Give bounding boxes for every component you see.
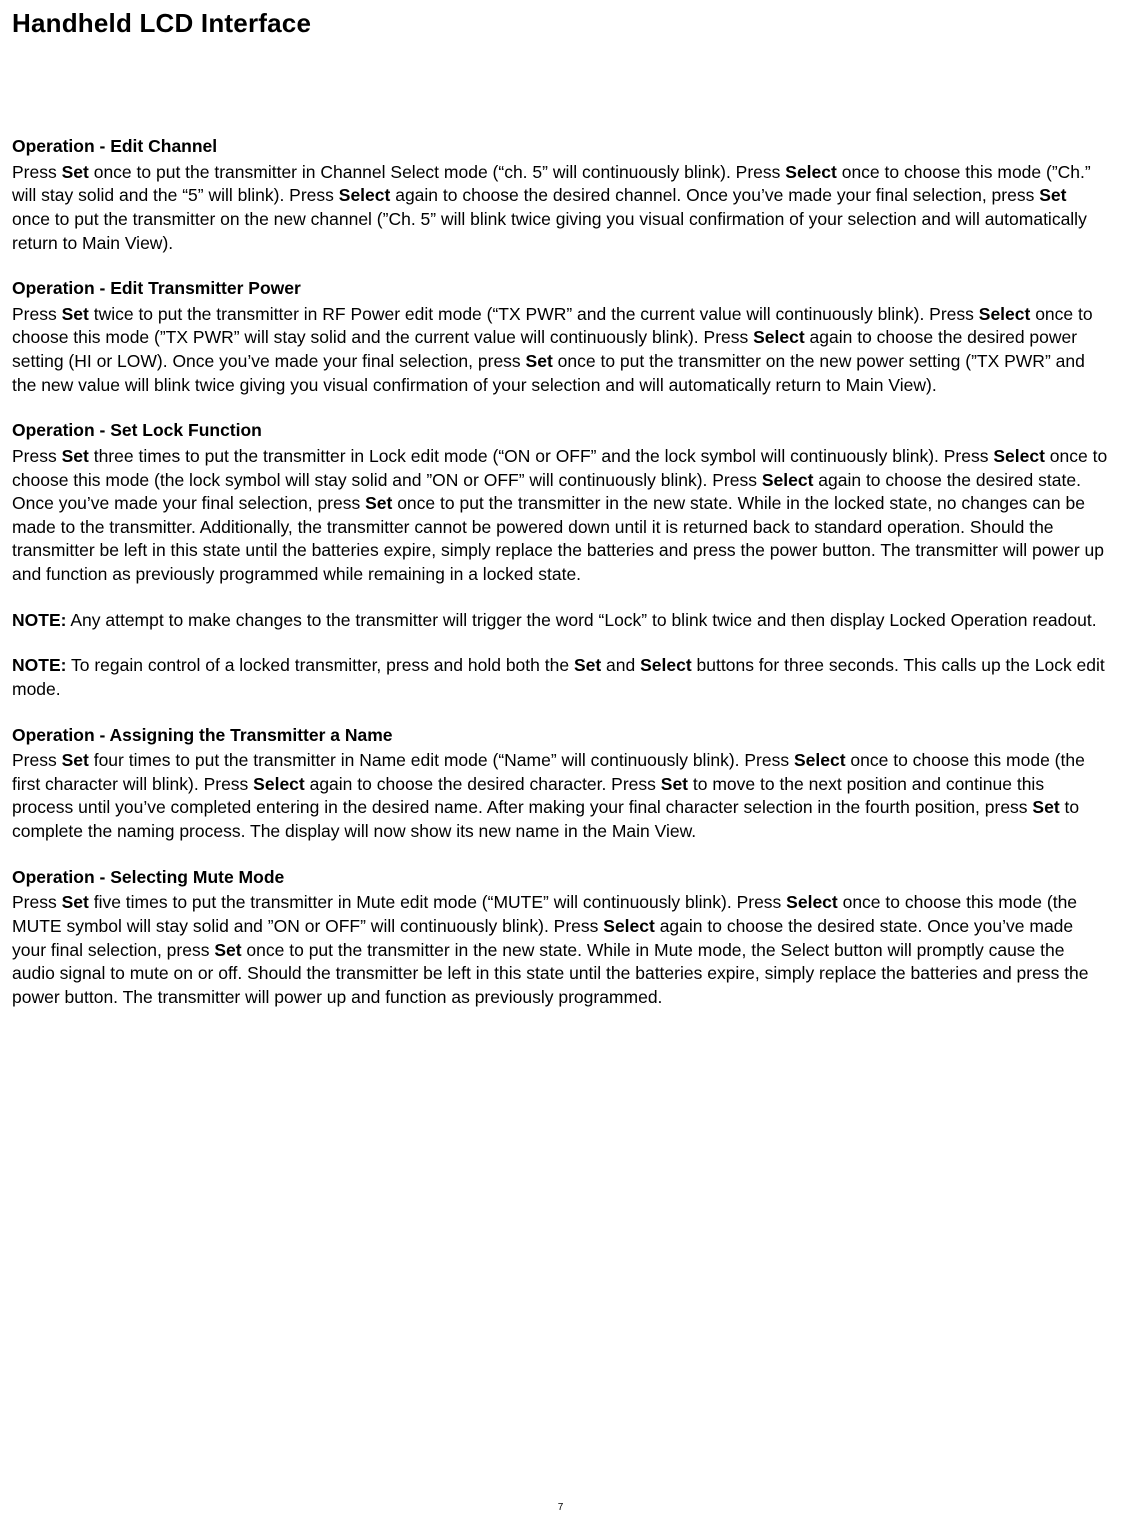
section-heading: Operation - Assigning the Transmitter a … xyxy=(12,724,1109,748)
section-paragraph: Press Set once to put the transmitter in… xyxy=(12,161,1109,256)
page-number: 7 xyxy=(0,1502,1121,1513)
bold-text: Select xyxy=(253,774,305,794)
bold-text: Select xyxy=(979,304,1031,324)
bold-text: Set xyxy=(214,940,241,960)
section-heading: Operation - Set Lock Function xyxy=(12,419,1109,443)
section-paragraph: Press Set three times to put the transmi… xyxy=(12,445,1109,587)
bold-text: Set xyxy=(62,750,89,770)
bold-text: Set xyxy=(661,774,688,794)
bold-text: Select xyxy=(762,470,814,490)
bold-text: Set xyxy=(62,162,89,182)
note-paragraph: NOTE: To regain control of a locked tran… xyxy=(12,654,1109,701)
section-paragraph: Press Set four times to put the transmit… xyxy=(12,749,1109,844)
bold-text: Select xyxy=(640,655,692,675)
section-heading: Operation - Edit Transmitter Power xyxy=(12,277,1109,301)
bold-text: NOTE: xyxy=(12,610,66,630)
bold-text: Select xyxy=(753,327,805,347)
bold-text: Set xyxy=(62,892,89,912)
bold-text: Select xyxy=(786,892,838,912)
bold-text: Set xyxy=(62,304,89,324)
note-paragraph: NOTE: Any attempt to make changes to the… xyxy=(12,609,1109,633)
page-title: Handheld LCD Interface xyxy=(12,8,1109,39)
document-page: Handheld LCD Interface Operation - Edit … xyxy=(0,0,1121,1529)
section-heading: Operation - Selecting Mute Mode xyxy=(12,866,1109,890)
bold-text: Set xyxy=(365,493,392,513)
bold-text: Set xyxy=(1032,797,1059,817)
bold-text: Set xyxy=(574,655,601,675)
bold-text: Set xyxy=(62,446,89,466)
content-body: Operation - Edit ChannelPress Set once t… xyxy=(12,135,1109,1009)
bold-text: Select xyxy=(794,750,846,770)
bold-text: Select xyxy=(993,446,1045,466)
section-heading: Operation - Edit Channel xyxy=(12,135,1109,159)
bold-text: Set xyxy=(526,351,553,371)
section-paragraph: Press Set five times to put the transmit… xyxy=(12,891,1109,1009)
bold-text: Set xyxy=(1039,185,1066,205)
bold-text: NOTE: xyxy=(12,655,66,675)
bold-text: Select xyxy=(785,162,837,182)
bold-text: Select xyxy=(603,916,655,936)
bold-text: Select xyxy=(339,185,391,205)
section-paragraph: Press Set twice to put the transmitter i… xyxy=(12,303,1109,398)
